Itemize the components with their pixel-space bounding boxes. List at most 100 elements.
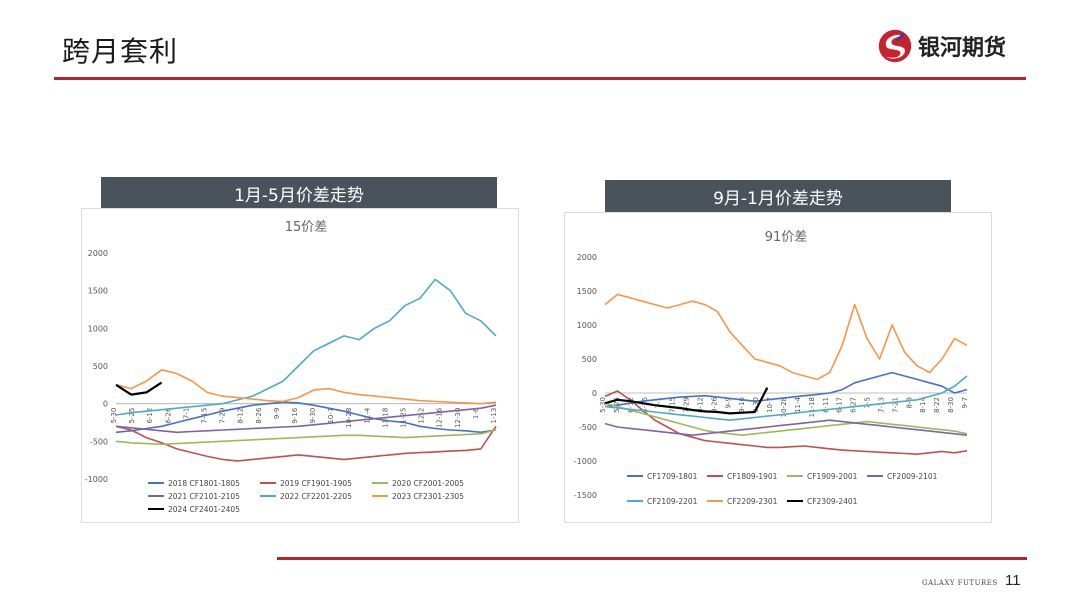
logo-text: 银河期货 xyxy=(918,36,1007,61)
legend-label: 2021 CF2101-2105 xyxy=(168,492,240,501)
legend-label: CF1809-1901 xyxy=(727,472,778,481)
x-tick-label: 9-9 xyxy=(724,397,732,408)
legend-label: CF1709-1801 xyxy=(647,472,698,481)
x-tick-label: 7-21 xyxy=(891,397,899,413)
page-number: 11 xyxy=(1005,572,1021,589)
x-tick-label: 9-16 xyxy=(738,396,746,412)
legend-label: 2023 CF2301-2305 xyxy=(392,492,464,501)
y-tick-label: -500 xyxy=(579,423,597,432)
series-line xyxy=(115,404,497,434)
legend-label: 2018 CF1801-1805 xyxy=(168,479,240,488)
x-tick-label: 9-30 xyxy=(752,397,760,413)
x-tick-label: 12-16 xyxy=(436,407,444,428)
y-tick-label: 1500 xyxy=(577,287,597,296)
x-tick-label: 9-9 xyxy=(273,408,281,419)
series-line xyxy=(115,429,497,446)
x-tick-label: 8-8 xyxy=(905,397,913,408)
x-tick-label: 8-26 xyxy=(255,407,263,423)
series-line xyxy=(604,371,968,408)
x-tick-label: 8-14 xyxy=(919,396,927,412)
x-tick-label: 11-25 xyxy=(400,408,408,428)
x-tick-label: 1-6 xyxy=(472,407,480,419)
legend-label: 2022 CF2201-2205 xyxy=(280,492,352,501)
x-tick-label: 5-30 xyxy=(599,397,607,413)
x-tick-label: 10-28 xyxy=(780,397,788,417)
x-tick-label: 11-4 xyxy=(363,407,371,423)
series-line xyxy=(604,402,968,436)
legend-label: CF2109-2201 xyxy=(647,497,698,506)
series-line xyxy=(115,381,163,396)
y-tick-label: 2000 xyxy=(88,249,108,258)
x-tick-label: 1-13 xyxy=(490,408,498,424)
x-tick-label: 8-12 xyxy=(237,408,245,424)
panel-title-left: 1月-5月价差走势 xyxy=(101,177,497,209)
panel-title-right: 9月-1月价差走势 xyxy=(605,180,951,212)
legend-label: CF2209-2301 xyxy=(727,497,778,506)
series-line xyxy=(604,375,968,421)
y-tick-label: 0 xyxy=(103,400,108,409)
y-tick-label: -1000 xyxy=(574,457,597,466)
legend-label: CF2009-2101 xyxy=(887,472,938,481)
x-tick-label: 10-28 xyxy=(345,408,353,428)
x-tick-label: 6-26 xyxy=(164,407,172,423)
x-tick-label: 11-18 xyxy=(808,397,816,417)
x-tick-label: 8-26 xyxy=(710,396,718,412)
series-line xyxy=(115,278,497,416)
x-tick-label: 6-12 xyxy=(146,408,154,424)
chart-91-spread: 91价差 -1500 -1000 -500 0 500 1000 1500 2000 5-30 5-… xyxy=(564,212,992,523)
x-tick-label: 9-7 xyxy=(961,397,969,408)
x-tick-label: 10-7 xyxy=(327,408,335,424)
chart-title: 15价差 xyxy=(285,220,328,235)
x-tick-label: 7-1 xyxy=(655,397,663,408)
y-tick-label: 1500 xyxy=(88,287,108,296)
series-line xyxy=(604,419,968,436)
x-tick-label: 7-15 xyxy=(669,397,677,413)
x-tick-label: 5-30 xyxy=(110,408,118,424)
series-line xyxy=(604,387,769,415)
series-line xyxy=(115,369,497,405)
galaxy-logo-icon xyxy=(878,29,912,63)
y-tick-label: 1000 xyxy=(88,324,108,333)
x-tick-label: 10-7 xyxy=(766,397,774,413)
header-divider xyxy=(54,77,1026,80)
x-tick-label: 9-30 xyxy=(309,408,317,424)
y-tick-label: -1000 xyxy=(85,475,108,484)
series-line xyxy=(604,390,968,455)
x-tick-label: 7-29 xyxy=(219,408,227,424)
x-tick-label: 6-17 xyxy=(836,397,844,413)
y-tick-label: 1000 xyxy=(577,321,597,330)
page-title: 跨月套利 xyxy=(62,35,179,68)
company-logo: 银河期货 xyxy=(876,28,1006,64)
x-tick-label: 5-25 xyxy=(128,408,136,424)
legend-label: CF2309-2401 xyxy=(807,497,858,506)
y-tick-label: 0 xyxy=(592,389,597,398)
x-tick-label: 7-1 xyxy=(182,408,190,419)
legend-label: 2019 CF1901-1905 xyxy=(280,479,352,488)
y-tick-label: -1500 xyxy=(574,491,597,500)
x-tick-label: 11-4 xyxy=(794,396,802,412)
x-tick-label: 7-13 xyxy=(877,397,885,413)
series-line xyxy=(604,293,968,381)
chart-15-svg: 15价差 -1000 -500 0 500 1000 1500 2000 5-30 5-25 6-1… xyxy=(85,220,498,514)
x-tick-label: 6-27 xyxy=(850,397,858,413)
x-tick-label: 6-12 xyxy=(627,397,635,413)
x-tick-label: 12-2 xyxy=(418,408,426,424)
y-tick-label: -500 xyxy=(90,437,108,446)
y-tick-label: 2000 xyxy=(577,253,597,262)
legend-label: 2024 CF2401-2405 xyxy=(168,505,240,514)
x-tick-label: 7-29 xyxy=(683,397,691,413)
legend-label: 2020 CF2001-2005 xyxy=(392,479,464,488)
x-tick-label: 8-12 xyxy=(696,397,704,413)
x-tick-label: 9-16 xyxy=(291,407,299,423)
footer-brand: GALAXY FUTURES xyxy=(922,579,998,587)
y-tick-label: 500 xyxy=(93,362,108,371)
x-tick-label: 8-30 xyxy=(947,397,955,413)
series-line xyxy=(115,401,497,434)
chart-15-spread: 15价差 -1000 -500 0 500 1000 1500 2000 5-30 5-25 6-1… xyxy=(81,208,519,523)
x-tick-label: 6-11 xyxy=(822,397,830,413)
y-tick-label: 500 xyxy=(582,355,597,364)
chart-title: 91价差 xyxy=(765,230,808,245)
footer-divider xyxy=(277,557,1027,560)
x-tick-label: 7-5 xyxy=(864,397,872,408)
